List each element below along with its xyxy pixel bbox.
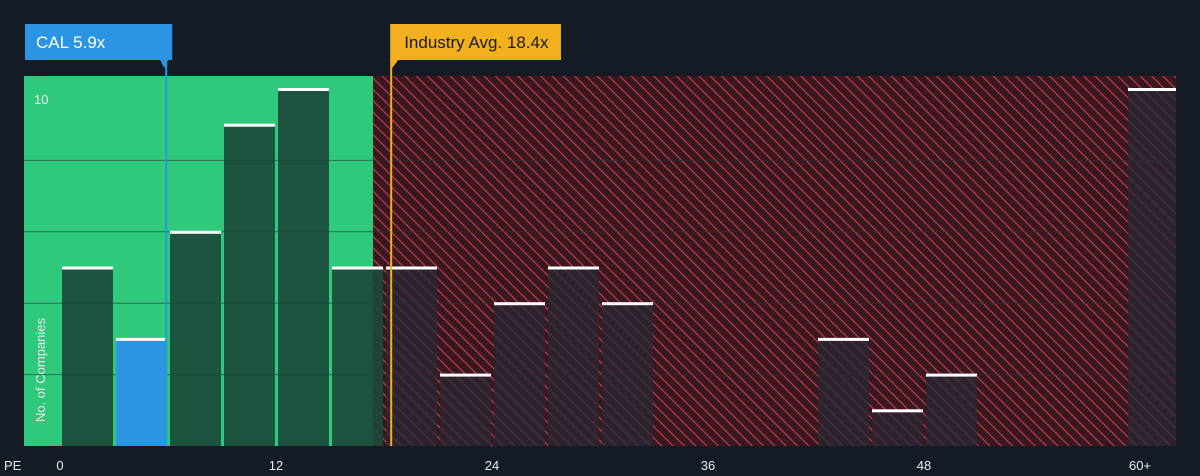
- histogram-bar: [494, 303, 545, 446]
- company-pe-pointer: [160, 60, 169, 68]
- company-pe-callout: [25, 24, 173, 60]
- bar-cap: [494, 302, 545, 306]
- histogram-bar: [440, 374, 491, 446]
- industry-avg-label: Industry Avg. 18.4x: [404, 33, 549, 52]
- industry-avg-pointer: [390, 60, 399, 68]
- histogram-bar: [548, 267, 599, 446]
- histogram-bar: [116, 338, 167, 446]
- bar-cap: [116, 337, 167, 341]
- bar-cap: [602, 302, 653, 306]
- y-tick-label: 10: [34, 92, 48, 107]
- overvalued-zone: [373, 76, 1176, 446]
- y-axis-label: No. of Companies: [33, 317, 48, 422]
- bar-cap: [386, 266, 437, 270]
- x-tick-label: 36: [701, 458, 715, 473]
- histogram-bar: [872, 410, 923, 446]
- histogram-bar: [602, 303, 653, 446]
- histogram-bar: [1128, 89, 1176, 446]
- bar-cap: [170, 230, 221, 234]
- histogram-bar: [224, 124, 275, 446]
- bar-cap: [224, 123, 275, 127]
- x-axis-title: PE: [4, 458, 22, 473]
- x-tick-label: 0: [56, 458, 63, 473]
- bar-cap: [926, 373, 977, 377]
- x-tick-label: 12: [269, 458, 283, 473]
- bar-cap: [548, 266, 599, 270]
- bar-cap: [278, 88, 329, 91]
- company-pe-label: CAL 5.9x: [36, 33, 106, 52]
- bar-cap: [332, 266, 383, 270]
- bar-cap: [1128, 88, 1176, 91]
- x-tick-label: 24: [485, 458, 499, 473]
- x-tick-label: 60+: [1129, 458, 1151, 473]
- x-tick-label: 48: [917, 458, 931, 473]
- bar-cap: [818, 337, 869, 341]
- histogram-bar: [818, 338, 869, 446]
- histogram-bar: [170, 231, 221, 446]
- industry-avg-callout: [390, 24, 561, 60]
- histogram-bar: [926, 374, 977, 446]
- histogram-bar: [278, 89, 329, 446]
- bar-cap: [440, 373, 491, 377]
- bar-cap: [872, 409, 923, 413]
- bar-cap: [62, 266, 113, 270]
- histogram-bar: [62, 267, 113, 446]
- histogram-bar: [332, 267, 383, 446]
- histogram-bar: [386, 267, 437, 446]
